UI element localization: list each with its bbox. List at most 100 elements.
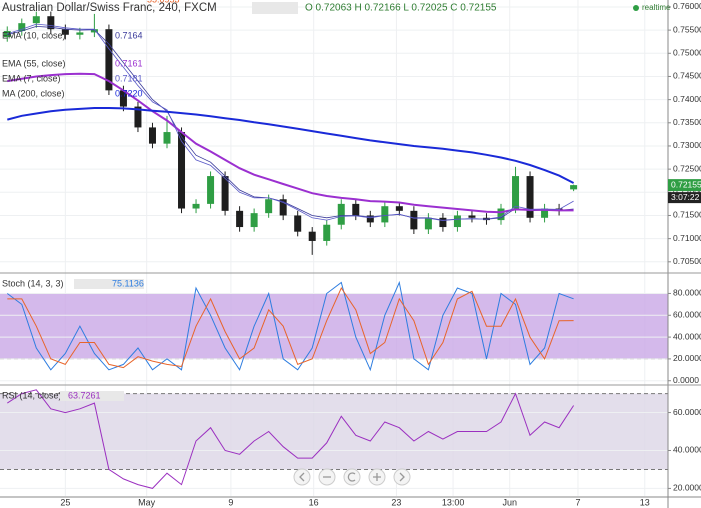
candle-body xyxy=(410,210,418,230)
legend-value: 75.1136 xyxy=(112,278,144,288)
series-line xyxy=(7,72,574,214)
y-tick-label: 40.0000 xyxy=(673,445,701,455)
legend-label: EMA (7, close) xyxy=(2,73,61,83)
nav-right[interactable] xyxy=(393,468,411,486)
realtime-dot xyxy=(633,5,639,11)
candle-body xyxy=(352,203,360,216)
y-tick-label: 0.75500 xyxy=(673,24,701,34)
realtime-status: realtime xyxy=(642,3,671,12)
toolbar-icons[interactable] xyxy=(252,2,298,14)
candle-body xyxy=(192,203,200,209)
x-tick-label: 25 xyxy=(60,497,70,507)
x-tick-label: 16 xyxy=(309,497,319,507)
countdown-tag xyxy=(668,192,701,204)
candle-body xyxy=(424,217,432,230)
candle-body xyxy=(453,215,461,228)
y-tick-label: 0.72000 xyxy=(673,187,701,197)
candle-body xyxy=(265,199,273,214)
candle-body xyxy=(570,185,578,190)
candle-body xyxy=(3,31,11,38)
candle-body xyxy=(308,231,316,241)
legend-value: 0.7164 xyxy=(115,30,143,40)
y-tick-label: 60.0000 xyxy=(673,407,701,417)
y-tick-label: 0.74500 xyxy=(673,71,701,81)
legend-label: EMA (10, close) xyxy=(2,30,66,40)
candle-body xyxy=(512,176,520,209)
candle-body xyxy=(497,208,505,221)
series-line xyxy=(7,389,575,489)
y-tick-label: 20.0000 xyxy=(673,353,701,363)
candle-body xyxy=(250,213,258,228)
legend-value: 55.0953 xyxy=(147,0,180,4)
x-tick-label: 13 xyxy=(640,497,650,507)
candle-body xyxy=(395,206,403,211)
series-line xyxy=(7,107,575,184)
candle-body xyxy=(337,203,345,225)
x-tick-label: 13:00 xyxy=(442,497,465,507)
candle-body xyxy=(236,210,244,228)
y-tick-label: 0.70500 xyxy=(673,256,701,266)
candle-body xyxy=(90,29,98,33)
band xyxy=(0,393,668,470)
y-tick-label: 0.72500 xyxy=(673,163,701,173)
series-line xyxy=(6,280,574,372)
candle-body xyxy=(366,215,374,223)
candle-body xyxy=(163,132,171,144)
nav-glyphs xyxy=(299,472,405,482)
indicator-title: Stoch (14, 3, 3) xyxy=(2,278,64,288)
y-tick-label: 0.73500 xyxy=(673,117,701,127)
y-tick-label: 0.71000 xyxy=(673,233,701,243)
legend-label: MA (200, close) xyxy=(2,88,65,98)
candle-body xyxy=(541,208,549,218)
candle-body xyxy=(148,127,156,144)
indicator-icons[interactable] xyxy=(60,391,124,401)
candle-body xyxy=(294,215,302,232)
x-tick-label: 23 xyxy=(391,497,401,507)
countdown-label: 3:07:22 xyxy=(671,192,700,202)
chart-title: Australian Dollar/Swiss Franc, 240, FXCM xyxy=(2,2,217,14)
ohlc-values: O 0.72063 H 0.72166 L 0.72025 C 0.72155 xyxy=(305,3,497,14)
y-tick-label: 20.0000 xyxy=(673,483,701,493)
last-price-label: 0.72155 xyxy=(671,179,701,189)
y-tick-label: 80.0000 xyxy=(673,288,701,298)
y-tick-label: 0.74000 xyxy=(673,94,701,104)
y-tick-label: 0.0000 xyxy=(673,375,699,385)
indicator-title: RSI (14, close) xyxy=(2,390,62,400)
legend-value: 0.7181 xyxy=(115,73,143,83)
candle-body xyxy=(279,199,287,216)
candle-body xyxy=(47,16,55,30)
series-line xyxy=(7,23,574,222)
candle-body xyxy=(439,217,447,228)
x-tick-label: May xyxy=(138,497,156,507)
legend-value: 0.7161 xyxy=(115,58,143,68)
x-tick-label: 9 xyxy=(228,497,233,507)
candle-body xyxy=(381,206,389,223)
legend-value: 63.7261 xyxy=(68,390,101,400)
candle-body xyxy=(32,16,40,24)
x-tick-label: 7 xyxy=(575,497,580,507)
candle-body xyxy=(207,176,215,204)
candle-body xyxy=(105,29,113,91)
y-tick-label: 60.0000 xyxy=(673,310,701,320)
indicator-icons[interactable] xyxy=(74,279,144,289)
candle-body xyxy=(468,215,476,218)
candle-body xyxy=(134,106,142,128)
y-tick-label: 0.73000 xyxy=(673,140,701,150)
legend-label: EMA (55, close) xyxy=(2,58,66,68)
candle-body xyxy=(119,90,127,107)
candle-body xyxy=(61,29,69,35)
y-tick-label: 0.75000 xyxy=(673,48,701,58)
nav-left[interactable] xyxy=(293,468,311,486)
x-tick-label: Jun xyxy=(502,497,517,507)
candle-body xyxy=(178,132,186,209)
candle-body xyxy=(221,176,229,211)
candle-body xyxy=(18,23,26,32)
series-line xyxy=(7,286,574,369)
last-price-tag xyxy=(668,179,701,192)
y-tick-label: 0.76000 xyxy=(673,1,701,11)
legend-value: 0.7220 xyxy=(115,88,143,98)
nav-reset[interactable] xyxy=(343,468,361,486)
y-tick-label: 40.0000 xyxy=(673,331,701,341)
candle-body xyxy=(76,32,84,35)
